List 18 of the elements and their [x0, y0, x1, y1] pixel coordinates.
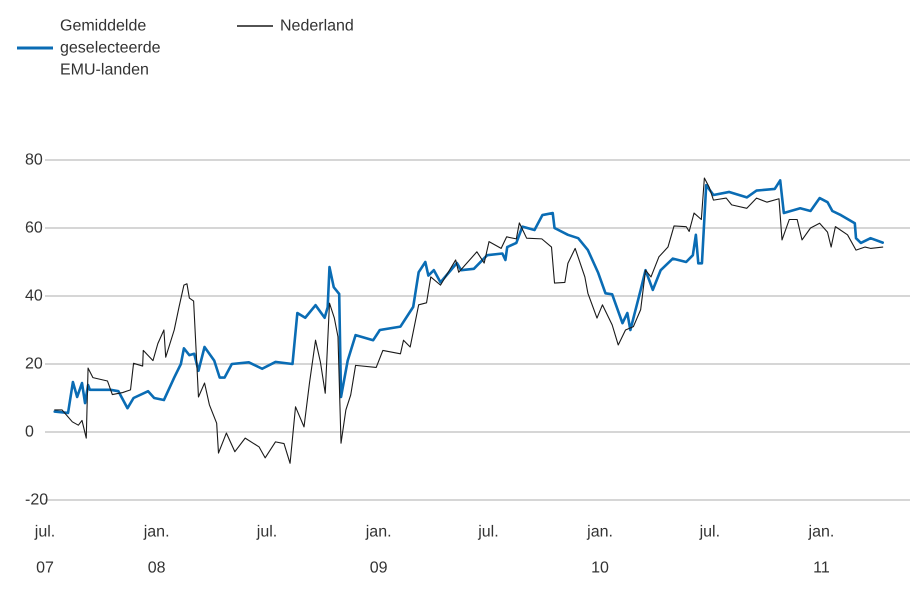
y-tick-label: 40: [25, 288, 43, 304]
y-tick-label: -20: [25, 492, 48, 508]
x-tick-label: jul. 07: [34, 524, 56, 576]
x-tick-label: jan. 09: [364, 524, 392, 576]
line-series: [54, 177, 884, 464]
x-tick-label: jul.: [256, 524, 278, 540]
x-tick-label: jan. 10: [586, 524, 613, 576]
y-tick-label: 0: [25, 424, 34, 440]
y-tick-label: 60: [25, 220, 43, 236]
y-tick-label: 80: [25, 152, 43, 168]
y-tick-label: 20: [25, 356, 43, 372]
x-tick-label: jul.: [698, 524, 720, 540]
legend-label: Gemiddelde geselecteerde EMU-landen: [60, 18, 165, 78]
x-tick-label: jul.: [477, 524, 499, 540]
x-tick-label: jan. 11: [808, 524, 834, 576]
x-tick-label: jan. 08: [142, 524, 170, 576]
line-series: [53, 179, 884, 414]
legend-label: Nederland: [280, 18, 354, 34]
